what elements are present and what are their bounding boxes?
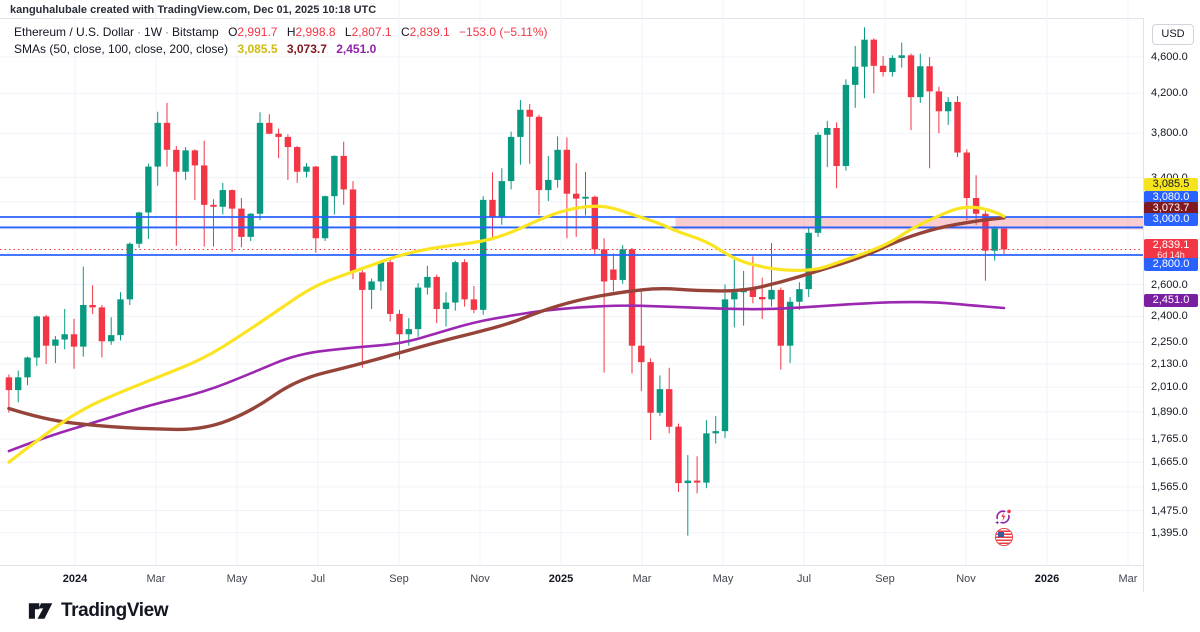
sma200-value: 2,451.0: [336, 42, 377, 56]
time-axis-label: Nov: [470, 573, 490, 585]
price-axis-label: 4,200.0: [1151, 87, 1188, 100]
time-axis-label: 2025: [548, 573, 574, 585]
price-axis-label: 1,890.0: [1151, 405, 1188, 418]
time-axis-label: Jul: [310, 573, 326, 585]
symbol-legend-row[interactable]: Ethereum / U.S. Dollar · 1W · Bitstamp O2,99…: [14, 24, 548, 40]
price-axis-label: 2,010.0: [1151, 381, 1188, 394]
time-axis-label: Jul: [796, 573, 812, 585]
footer-bar: TradingView: [0, 593, 1200, 632]
price-axis-badge: 3,085.5: [1144, 177, 1198, 191]
sma-indicator-label[interactable]: SMAs (50, close, 100, close, 200, close): [14, 42, 229, 56]
top-border: [0, 18, 1200, 19]
symbol-title[interactable]: Ethereum / U.S. Dollar: [14, 25, 135, 39]
change-value: −153.0 (−5.11%): [459, 25, 548, 39]
tradingview-logo-icon: [28, 603, 53, 619]
legend-separator: ·: [165, 25, 170, 39]
currency-toggle-button[interactable]: USD: [1152, 24, 1194, 45]
time-axis-label: Sep: [389, 573, 409, 585]
close-value: 2,839.1: [409, 25, 450, 39]
price-axis-label: 1,765.0: [1151, 432, 1188, 445]
price-axis-label: 2,400.0: [1151, 310, 1188, 323]
time-axis-label: Mar: [632, 573, 652, 585]
time-axis-label: 2026: [1034, 573, 1060, 585]
price-axis-label: 2,250.0: [1151, 336, 1188, 349]
price-axis-label: 1,665.0: [1151, 456, 1188, 469]
low-value: 2,807.1: [351, 25, 392, 39]
price-axis-badge: 2,839.1 6d 14h: [1144, 239, 1198, 261]
high-label: H: [286, 25, 296, 39]
price-axis-badge: 2,451.0: [1144, 293, 1198, 307]
time-axis-label: Sep: [875, 573, 895, 585]
legend-separator: ·: [137, 25, 142, 39]
exchange-label: Bitstamp: [172, 25, 219, 39]
timeframe-label[interactable]: 1W: [144, 25, 163, 39]
time-axis-label: 2024: [62, 573, 88, 585]
time-axis-label: Mar: [1118, 573, 1138, 585]
us-economic-event-flag-icon[interactable]: [995, 528, 1013, 546]
sma100-value: 3,073.7: [286, 42, 327, 56]
time-axis[interactable]: 2024 Mar May Jul Sep Nov 2025 Mar May Jul Sep Nov 20…: [0, 565, 1143, 594]
high-value: 2,998.8: [295, 25, 336, 39]
time-axis-label: Mar: [146, 573, 166, 585]
sma50-value: 3,085.5: [237, 42, 278, 56]
chart-event-refresh-icon[interactable]: [994, 508, 1012, 526]
time-axis-label: Nov: [956, 573, 976, 585]
sma-legend-row[interactable]: SMAs (50, close, 100, close, 200, close)…: [14, 41, 548, 57]
low-label: L: [344, 25, 352, 39]
price-chart-canvas[interactable]: [0, 0, 1143, 565]
open-value: 2,991.7: [237, 25, 278, 39]
price-axis-badge: 2,800.0: [1144, 257, 1198, 271]
tradingview-logo[interactable]: TradingView: [28, 600, 169, 622]
price-axis-badge: 3,000.0: [1144, 212, 1198, 226]
tradingview-logo-text: TradingView: [61, 600, 169, 621]
time-axis-label: May: [226, 573, 248, 585]
price-axis-label: 2,130.0: [1151, 358, 1188, 370]
price-axis-label: 1,565.0: [1151, 480, 1188, 493]
attribution-watermark: kanguhalubale created with TradingView.c…: [10, 4, 377, 16]
price-axis-badge: 3,073.7: [1144, 201, 1198, 215]
close-label: C: [400, 25, 410, 39]
price-axis-label: 1,475.0: [1151, 504, 1188, 517]
open-label: O: [228, 25, 238, 39]
price-axis-label: 4,600.0: [1151, 51, 1188, 64]
price-axis-label: 1,395.0: [1151, 526, 1188, 539]
price-axis-badge: 3,080.0: [1144, 190, 1198, 204]
price-axis-label: 2,600.0: [1151, 278, 1188, 291]
time-axis-label: May: [712, 573, 734, 585]
chart-legend: Ethereum / U.S. Dollar · 1W · Bitstamp O2,99…: [14, 24, 548, 58]
price-axis-label: 3,800.0: [1151, 127, 1188, 140]
